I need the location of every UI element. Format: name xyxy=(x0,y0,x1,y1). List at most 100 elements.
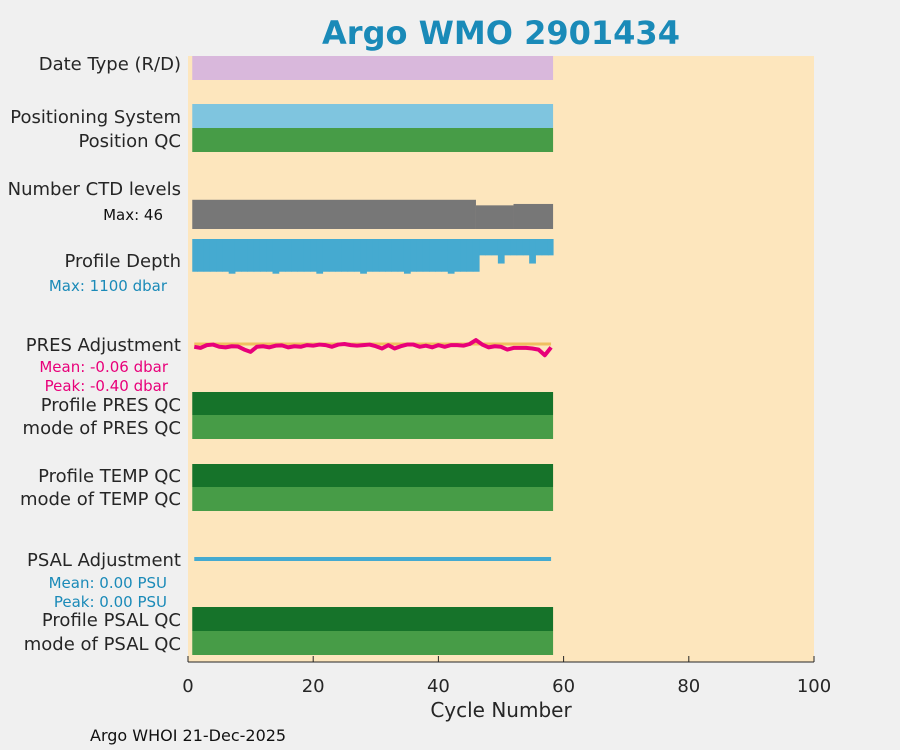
profile-depth-bar xyxy=(466,239,474,272)
profile-depth-bar xyxy=(491,239,499,256)
profile-depth-max-label: Max: 1100 dbar xyxy=(49,277,168,295)
profile-depth-bar xyxy=(378,239,386,272)
ctd-levels-bar xyxy=(513,203,554,229)
bar-position-qc xyxy=(192,128,554,152)
pres-adjustment-peak-label: Peak: -0.40 dbar xyxy=(45,377,169,395)
profile-depth-bar xyxy=(222,239,230,272)
profile-depth-bar xyxy=(391,239,399,272)
profile-depth-bar xyxy=(416,239,424,272)
bar-profile-temp-qc xyxy=(192,464,554,487)
profile-depth-bar xyxy=(422,239,430,272)
profile-depth-bar xyxy=(547,239,554,256)
bar-profile-psal-qc xyxy=(192,607,554,631)
profile-depth-bar xyxy=(479,239,486,256)
profile-depth-bar xyxy=(247,239,255,272)
profile-depth-bar xyxy=(291,239,299,272)
x-axis-label: Cycle Number xyxy=(430,698,572,722)
row-label-psal-adjustment: PSAL Adjustment xyxy=(27,550,181,571)
profile-depth-bar xyxy=(522,239,530,256)
row-label-mode-temp-qc: mode of TEMP QC xyxy=(20,489,181,510)
row-label-profile-temp-qc: Profile TEMP QC xyxy=(38,466,181,487)
profile-depth-bar xyxy=(347,239,355,272)
footer-credit: Argo WHOI 21-Dec-2025 xyxy=(90,726,286,745)
profile-depth-bar xyxy=(278,239,286,272)
profile-depth-bar xyxy=(541,239,549,256)
bar-mode-temp-qc xyxy=(192,487,554,511)
profile-depth-bar xyxy=(209,239,217,272)
x-tick-label: 100 xyxy=(797,676,831,697)
profile-depth-bar xyxy=(485,239,493,256)
profile-depth-bar xyxy=(403,239,411,274)
row-label-positioning-system: Positioning System xyxy=(10,107,181,128)
profile-depth-bar xyxy=(297,239,305,272)
ctd-levels-bar xyxy=(192,199,476,229)
profile-depth-bar xyxy=(203,239,211,272)
x-tick-label: 0 xyxy=(182,676,193,697)
profile-depth-bar xyxy=(535,239,543,256)
ctd-levels-bar xyxy=(475,205,514,229)
profile-depth-bar xyxy=(497,239,505,264)
pres-adjustment-mean-label: Mean: -0.06 dbar xyxy=(39,358,169,376)
bar-mode-pres-qc xyxy=(192,415,554,439)
profile-depth-bar xyxy=(429,239,436,272)
profile-depth-bar xyxy=(516,239,524,256)
profile-depth-bar xyxy=(385,239,392,272)
psal-adjustment-peak-label: Peak: 0.00 PSU xyxy=(54,593,167,611)
pres-adjustment-line xyxy=(193,338,553,358)
bar-date-type xyxy=(192,56,554,80)
profile-depth-bar xyxy=(366,239,374,272)
bar-mode-psal-qc xyxy=(192,631,554,655)
profile-depth-bar xyxy=(447,239,455,274)
profile-depth-bar xyxy=(192,239,198,272)
x-tick-label: 20 xyxy=(302,676,325,697)
x-tick-label: 60 xyxy=(552,676,575,697)
x-tick-label: 80 xyxy=(677,676,700,697)
profile-depth-bar xyxy=(266,239,274,272)
profile-depth-bar xyxy=(253,239,261,272)
ctd-levels-max-label: Max: 46 xyxy=(103,206,163,224)
row-label-position-qc: Position QC xyxy=(78,131,181,152)
profile-depth-bar xyxy=(272,239,280,274)
bar-positioning-system xyxy=(192,104,554,128)
chart-title: Argo WMO 2901434 xyxy=(322,14,680,52)
profile-depth-bar xyxy=(360,239,367,274)
row-label-ctd-levels: Number CTD levels xyxy=(8,179,181,200)
profile-depth-bar xyxy=(435,239,443,272)
row-label-pres-adjustment: PRES Adjustment xyxy=(26,335,181,356)
row-label-profile-psal-qc: Profile PSAL QC xyxy=(42,610,181,631)
profile-depth-bar xyxy=(197,239,205,272)
profile-depth-bar xyxy=(228,239,236,274)
profile-depth-bar xyxy=(441,239,449,272)
profile-depth-bar xyxy=(454,239,461,272)
profile-depth-bar xyxy=(310,239,317,272)
profile-depth-bar xyxy=(460,239,468,272)
profile-depth-bar xyxy=(472,239,480,272)
profile-depth-bar xyxy=(241,239,248,272)
profile-depth-bar xyxy=(234,239,242,272)
row-label-profile-pres-qc: Profile PRES QC xyxy=(41,395,181,416)
profile-depth-bar xyxy=(353,239,361,272)
profile-depth-bar xyxy=(285,239,292,272)
profile-depth-bar xyxy=(410,239,417,272)
x-tick-label: 40 xyxy=(427,676,450,697)
row-label-date-type: Date Type (R/D) xyxy=(39,54,181,75)
profile-depth-bar xyxy=(397,239,405,272)
profile-depth-bar xyxy=(510,239,518,256)
profile-depth-bar xyxy=(328,239,336,272)
profile-depth-bar xyxy=(341,239,349,272)
profile-depth-bar xyxy=(259,239,267,272)
profile-depth-bar xyxy=(322,239,330,272)
profile-depth-bar xyxy=(529,239,536,264)
psal-adjustment-mean-label: Mean: 0.00 PSU xyxy=(49,574,167,592)
row-label-mode-pres-qc: mode of PRES QC xyxy=(23,418,181,439)
bar-profile-pres-qc xyxy=(192,392,554,415)
profile-depth-bar xyxy=(335,239,342,272)
profile-depth-bar xyxy=(216,239,223,272)
profile-depth-bar xyxy=(316,239,324,274)
profile-depth-bar xyxy=(303,239,311,272)
row-label-profile-depth: Profile Depth xyxy=(64,251,181,272)
profile-depth-bar xyxy=(504,239,511,256)
profile-depth-bar xyxy=(372,239,380,272)
row-label-mode-psal-qc: mode of PSAL QC xyxy=(24,634,181,655)
